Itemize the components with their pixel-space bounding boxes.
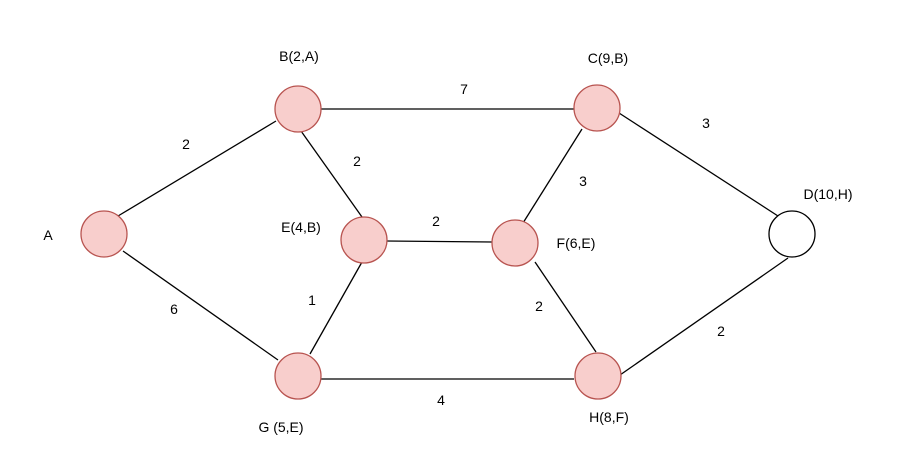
edges-layer: [117, 108, 789, 380]
edge-weight-c-f: 3: [579, 173, 587, 189]
edge-e-g: [309, 261, 363, 355]
edge-f-h: [534, 261, 597, 353]
edge-b-e: [300, 130, 363, 218]
node-c[interactable]: [573, 84, 621, 132]
node-h[interactable]: [574, 352, 622, 400]
edge-c-f: [522, 128, 583, 224]
node-d[interactable]: [768, 210, 816, 258]
node-label-h: H(8,F): [589, 409, 629, 425]
edge-weight-f-h: 2: [535, 298, 543, 314]
edge-c-d: [618, 112, 779, 217]
edge-weight-e-f: 2: [432, 213, 440, 229]
edge-a-g: [122, 250, 279, 361]
node-b[interactable]: [274, 85, 322, 133]
edge-weight-a-b: 2: [182, 136, 190, 152]
node-e[interactable]: [340, 216, 388, 264]
edge-weights: 2 6 7 2 3 3 2 1 2 4 2: [170, 81, 725, 408]
node-label-c: C(9,B): [588, 50, 628, 66]
edge-weight-b-e: 2: [353, 153, 361, 169]
edge-weight-h-d: 2: [717, 323, 725, 339]
node-label-g: G (5,E): [258, 419, 303, 435]
edge-weight-e-g: 1: [308, 292, 316, 308]
node-label-d: D(10,H): [803, 186, 852, 202]
edge-weight-c-d: 3: [702, 115, 710, 131]
edge-a-b: [117, 120, 277, 217]
node-label-f: F(6,E): [557, 235, 596, 251]
edge-weight-g-h: 4: [437, 392, 445, 408]
edge-h-d: [619, 257, 789, 376]
node-a[interactable]: [80, 210, 128, 258]
edge-e-f: [385, 240, 493, 243]
node-f[interactable]: [491, 219, 539, 267]
edge-weight-a-g: 6: [170, 301, 178, 317]
node-label-b: B(2,A): [279, 48, 319, 64]
node-g[interactable]: [274, 352, 322, 400]
node-labels: A B(2,A) C(9,B) D(10,H) E(4,B) F(6,E) G …: [43, 48, 852, 435]
nodes-layer: [80, 84, 816, 400]
node-label-e: E(4,B): [281, 219, 321, 235]
node-label-a: A: [43, 227, 53, 243]
edge-weight-b-c: 7: [460, 81, 468, 97]
